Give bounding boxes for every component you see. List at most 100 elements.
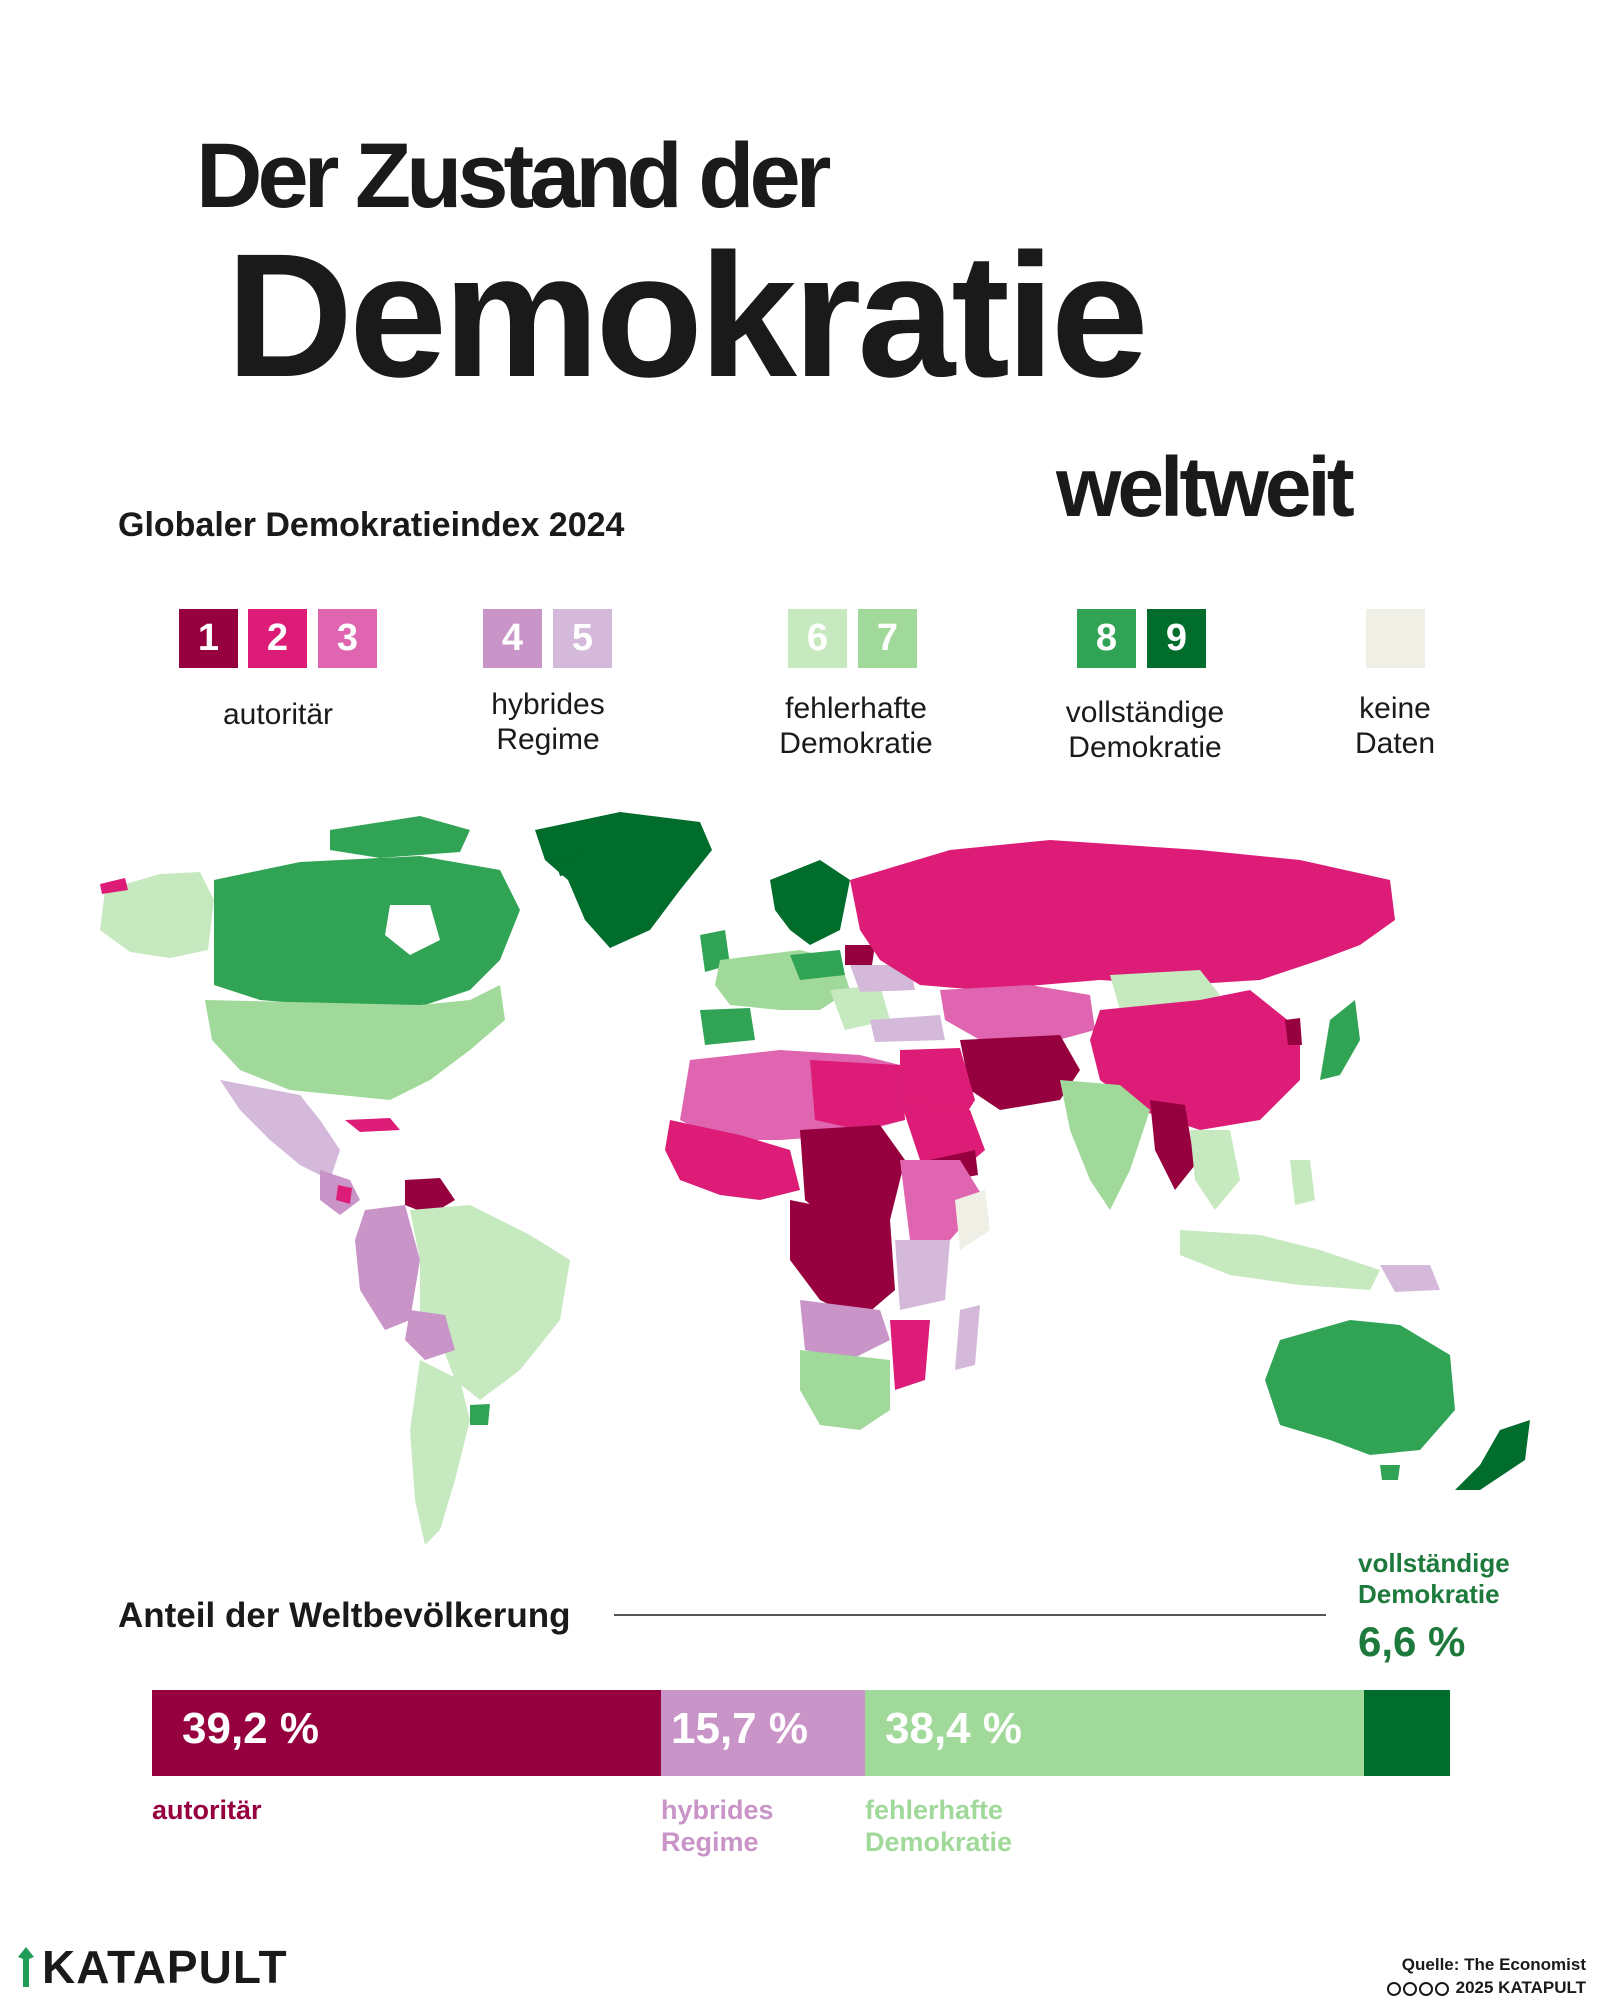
north-america — [100, 812, 712, 1215]
canada — [214, 856, 520, 1010]
philippines — [1290, 1160, 1315, 1205]
bar-segment-flawed: 38,4 % — [865, 1690, 1364, 1776]
bar-value-authoritarian: 39,2 % — [182, 1704, 319, 1753]
title-line-2: Demokratie — [226, 218, 1149, 414]
population-divider — [614, 1614, 1326, 1616]
legend-swatch-8: 8 — [1077, 609, 1136, 668]
colombia-peru — [355, 1205, 420, 1330]
iberia — [700, 1008, 755, 1045]
legend-label-autoritaer: autoritär — [222, 698, 334, 731]
legend-label-flawed-line2: Demokratie — [779, 726, 933, 760]
bar-label-hybrid-line2: Regime — [661, 1827, 759, 1858]
sahel-central — [800, 1125, 905, 1230]
legend-label-full-line2: Demokratie — [1068, 730, 1222, 764]
central-africa — [790, 1200, 895, 1320]
bar-segment-full — [1364, 1690, 1450, 1776]
legend-swatch-3: 3 — [318, 609, 377, 668]
title-line-1: Der Zustand der — [196, 125, 831, 227]
map-subtitle: Globaler Demokratieindex 2024 — [118, 506, 625, 544]
legend-label-full: vollständige Demokratie — [1040, 696, 1250, 765]
legend-label-full-line1: vollständige — [1065, 696, 1225, 729]
copyright-line: 2025 KATAPULT — [1386, 1977, 1586, 2000]
source-text: Quelle: The Economist — [1401, 1955, 1586, 1974]
egypt-libya — [810, 1060, 905, 1130]
alaska-islands — [100, 878, 128, 894]
bar-label-hybrid-line1: hybrides — [661, 1795, 774, 1825]
southern-africa — [800, 1350, 890, 1430]
usa — [205, 985, 505, 1100]
copyright-text: 2025 KATAPULT — [1455, 1977, 1586, 1997]
by-icon — [1402, 1981, 1417, 1996]
legend-label-nodata-line1: keine — [1359, 692, 1431, 725]
legend-swatch-nodata — [1366, 609, 1425, 668]
legend-swatch-9: 9 — [1147, 609, 1206, 668]
bar-label-flawed-line1: fehlerhafte — [865, 1795, 1004, 1825]
bar-segment-authoritarian: 39,2 % — [152, 1690, 661, 1776]
canada-arctic — [330, 816, 470, 858]
nc-icon — [1418, 1981, 1433, 1996]
katapult-logo: KATAPULT — [16, 1940, 288, 1994]
bar-label-authoritarian: autoritär — [152, 1795, 262, 1825]
scandinavia — [770, 860, 850, 945]
nd-icon — [1434, 1981, 1449, 1996]
world-map — [100, 812, 1530, 1545]
logo-text: KATAPULT — [42, 1941, 288, 1993]
logo-mark-icon — [18, 1947, 34, 1987]
bar-label-flawed-line2: Demokratie — [865, 1827, 1013, 1858]
legend-label-nodata-line2: Daten — [1354, 726, 1436, 760]
legend-label-nodata: keine Daten — [1320, 692, 1470, 761]
myanmar — [1150, 1100, 1195, 1190]
population-title: Anteil der Weltbevölkerung — [118, 1596, 571, 1635]
alaska — [100, 872, 214, 958]
legend-swatch-7: 7 — [858, 609, 917, 668]
greenland — [535, 812, 712, 948]
cc-icon — [1386, 1981, 1401, 1996]
madagascar — [955, 1305, 980, 1370]
south-america — [355, 1178, 570, 1545]
ukraine — [850, 965, 915, 992]
central-europe — [790, 950, 845, 980]
legend-label-flawed: fehlerhafte Demokratie — [756, 692, 956, 761]
bolivia — [405, 1310, 455, 1360]
india — [1060, 1080, 1150, 1210]
indonesia — [1180, 1230, 1380, 1290]
uruguay — [470, 1404, 490, 1425]
west-africa — [665, 1120, 800, 1200]
hudson-bay — [385, 905, 440, 955]
africa — [665, 1050, 990, 1430]
mexico — [220, 1080, 340, 1180]
cuba — [345, 1118, 400, 1132]
bar-label-flawed: fehlerhafte Demokratie — [865, 1794, 1012, 1859]
legend-swatch-1: 1 — [179, 609, 238, 668]
venezuela — [405, 1178, 455, 1215]
legend-swatch-2: 2 — [248, 609, 307, 668]
papua — [1380, 1265, 1440, 1292]
bar-value-hybrid: 15,7 % — [671, 1704, 808, 1753]
argentina-chile — [410, 1360, 470, 1545]
legend-swatch-4: 4 — [483, 609, 542, 668]
nicaragua — [336, 1185, 352, 1204]
bar-label-hybrid: hybrides Regime — [661, 1794, 774, 1859]
southeast-asia — [1190, 1130, 1240, 1210]
turkey — [870, 1015, 945, 1042]
legend-label-hybrid-line1: hybrides — [491, 688, 605, 721]
east-africa-south — [895, 1240, 950, 1310]
legend-label-hybrid-line2: Regime — [496, 722, 600, 756]
bar-value-flawed: 38,4 % — [885, 1704, 1022, 1753]
full-democracy-label-line2: Demokratie — [1358, 1578, 1500, 1609]
title-line-3: weltweit — [1056, 440, 1355, 534]
japan — [1320, 1000, 1360, 1080]
tasmania — [1380, 1465, 1400, 1480]
source-credit: Quelle: The Economist 2025 KATAPULT — [1386, 1954, 1586, 2000]
belarus — [845, 945, 875, 965]
full-democracy-label: vollständige Demokratie — [1358, 1548, 1510, 1609]
legend-label-flawed-line1: fehlerhafte — [785, 692, 927, 725]
angola-zambia — [800, 1300, 890, 1360]
china — [1090, 990, 1300, 1130]
russia — [850, 840, 1395, 990]
kazakhstan — [940, 985, 1095, 1045]
legend-swatch-6: 6 — [788, 609, 847, 668]
new-zealand — [1455, 1420, 1530, 1490]
legend-swatch-5: 5 — [553, 609, 612, 668]
korea-north — [1285, 1018, 1302, 1045]
